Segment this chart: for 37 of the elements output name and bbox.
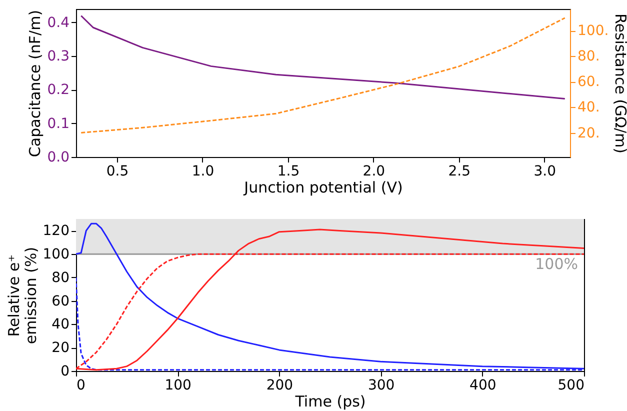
y-tick-label: 0.3 bbox=[47, 48, 70, 65]
y2-tick-label: 80. bbox=[578, 48, 600, 65]
y-tick-label: 120 bbox=[42, 223, 70, 240]
x-axis-title: Time (ps) bbox=[294, 392, 366, 410]
x-tick-label: 0.5 bbox=[106, 164, 129, 180]
y-tick-label: 0 bbox=[60, 364, 70, 380]
y-tick-label: 0.1 bbox=[47, 116, 70, 132]
y2-tick-label: 20. bbox=[578, 125, 600, 142]
y2-tick-label: 60. bbox=[578, 74, 600, 90]
x-tick-label: 300 bbox=[368, 378, 395, 394]
x-tick-label: 500 bbox=[558, 378, 584, 394]
y2-axis-title: Resistance (GΩ/m) bbox=[612, 13, 627, 154]
y-tick-label: 0.0 bbox=[47, 150, 70, 166]
y-tick-label: 80 bbox=[52, 270, 70, 286]
y-tick-label: 20 bbox=[52, 340, 70, 356]
x-tick-label: 100 bbox=[164, 378, 192, 394]
x-tick-label: 1.0 bbox=[192, 164, 214, 180]
x-tick-label: 200 bbox=[266, 378, 294, 394]
y-axis-title: Relative e⁺ emission (%) bbox=[4, 246, 40, 344]
y-axis-title: Capacitance (nF/m) bbox=[26, 10, 44, 158]
ref-line-label: 100% bbox=[535, 255, 578, 274]
x-axis-title: Junction potential (V) bbox=[243, 178, 403, 196]
x-tick-label: 3.0 bbox=[534, 164, 556, 180]
x-tick-label: 2.5 bbox=[448, 164, 471, 180]
line-series bbox=[80, 14, 566, 100]
y-tick-label: 0.2 bbox=[47, 82, 70, 98]
y2-tick-label: 100. bbox=[578, 23, 609, 40]
y-tick-label: 40 bbox=[52, 316, 70, 333]
y-tick-label: 60 bbox=[52, 293, 70, 310]
x-tick-label: 400 bbox=[470, 378, 496, 394]
y2-tick-label: 40. bbox=[578, 100, 600, 116]
x-tick-label: 1.5 bbox=[277, 164, 300, 180]
x-tick-label: 0 bbox=[76, 378, 86, 394]
x-tick-label: 2.0 bbox=[362, 164, 386, 180]
y-tick-label: 0.4 bbox=[47, 14, 70, 31]
line-series bbox=[80, 17, 566, 134]
y-tick-label: 100 bbox=[42, 246, 70, 263]
